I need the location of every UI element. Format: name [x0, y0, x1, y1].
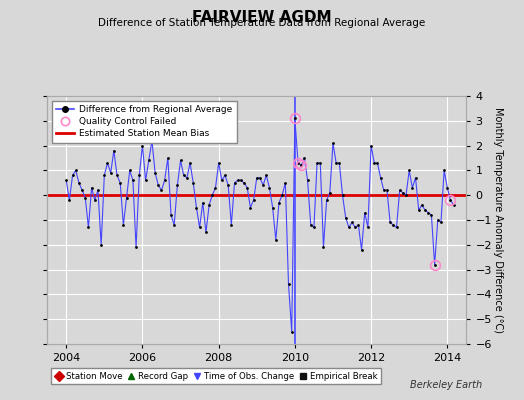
- Text: Difference of Station Temperature Data from Regional Average: Difference of Station Temperature Data f…: [99, 18, 425, 28]
- Text: Berkeley Earth: Berkeley Earth: [410, 380, 482, 390]
- Y-axis label: Monthly Temperature Anomaly Difference (°C): Monthly Temperature Anomaly Difference (…: [493, 107, 503, 333]
- Text: FAIRVIEW AGDM: FAIRVIEW AGDM: [192, 10, 332, 25]
- Legend: Station Move, Record Gap, Time of Obs. Change, Empirical Break: Station Move, Record Gap, Time of Obs. C…: [51, 368, 380, 384]
